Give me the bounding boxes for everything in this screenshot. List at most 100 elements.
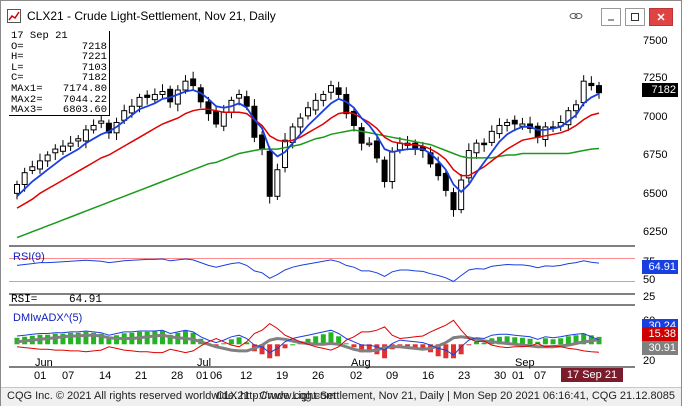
minimize-icon	[608, 19, 614, 21]
candle-body	[435, 163, 442, 177]
candle-body	[136, 96, 143, 107]
dmi-histogram-bar	[228, 339, 234, 345]
candle-body	[174, 89, 181, 105]
dmi-histogram-bar	[274, 344, 280, 357]
dmi-histogram-bar	[267, 344, 273, 359]
cursor-date-tag: 17 Sep 21	[561, 368, 623, 382]
day-label: 01	[34, 370, 47, 382]
day-label: 01	[196, 370, 209, 382]
chart-app-icon	[7, 9, 21, 23]
chart-area[interactable]	[9, 31, 635, 383]
dmi-label: DMIwADX^(5)	[13, 312, 83, 324]
candle-body	[511, 119, 518, 125]
day-label: 07	[534, 370, 547, 382]
month-label: Jul	[197, 357, 212, 369]
dmi-histogram-bar	[565, 336, 571, 345]
last-price-tag: 7182	[642, 83, 678, 97]
close-button[interactable]	[649, 8, 673, 26]
dmi-histogram-bar	[550, 339, 556, 345]
dmi-histogram-bar	[420, 344, 426, 349]
dmi-histogram-bar	[359, 344, 365, 353]
day-label: 26	[312, 370, 325, 382]
candle-body	[297, 117, 304, 128]
month-label: Aug	[351, 357, 371, 369]
dmi-histogram-bar	[83, 331, 89, 345]
link-icon[interactable]	[567, 8, 585, 24]
day-label: 14	[99, 370, 112, 382]
month-label: Jun	[35, 357, 53, 369]
dmi-histogram-bar	[405, 344, 411, 347]
candle-body	[67, 142, 74, 147]
candle-body	[366, 142, 373, 146]
dmi-histogram-bar	[481, 342, 487, 345]
dmi-histogram-bar	[336, 336, 342, 345]
candle-body	[14, 183, 20, 194]
dmi-histogram-bar	[91, 332, 97, 345]
candle-body	[488, 130, 495, 143]
dmi-histogram-bar	[504, 336, 510, 345]
candle-body	[105, 122, 112, 134]
candle-body	[542, 126, 549, 140]
dmi-histogram-bar	[351, 344, 357, 348]
dmi-histogram-bar	[75, 332, 81, 345]
candle-body	[465, 150, 472, 179]
minimize-button[interactable]	[601, 8, 621, 26]
ma-fast-line	[16, 89, 600, 197]
day-label: 06	[210, 370, 223, 382]
ma-mid-line	[16, 108, 600, 209]
rsi-readout-value: 64.91	[69, 294, 103, 306]
rsi-readout-label: RSI=	[11, 294, 38, 306]
dmi-histogram-bar	[443, 344, 449, 359]
candle-body	[144, 94, 151, 98]
candle-body	[534, 125, 541, 138]
candle-body	[596, 85, 602, 94]
dmi-histogram-bar	[527, 338, 533, 345]
candle-body	[358, 127, 365, 144]
title-bar[interactable]: CLX21 - Crude Light-Settlement, Nov 21, …	[1, 1, 681, 31]
candle-body	[450, 192, 457, 211]
candle-body	[151, 93, 158, 101]
price-tick: 6500	[643, 188, 668, 200]
candle-body	[205, 101, 212, 115]
minus-di-line	[16, 319, 600, 354]
ohlc-date: 17 Sep 21	[11, 30, 68, 42]
ohlc-row: L= 7103	[11, 61, 107, 74]
month-label: Sep	[515, 357, 535, 369]
candle-body	[519, 123, 526, 127]
dmi-histogram-bar	[558, 338, 564, 345]
rsi-line	[16, 258, 600, 283]
dmi-histogram-bar	[366, 344, 372, 353]
candle-body	[213, 110, 220, 125]
candle-body	[159, 91, 166, 95]
dmi-histogram-bar	[382, 344, 388, 359]
candle-body	[312, 99, 319, 111]
candle-body	[266, 150, 273, 197]
dmi-histogram-bar	[458, 344, 464, 355]
dmi-histogram-bar	[451, 344, 456, 359]
candle-body	[90, 124, 97, 131]
ohlc-row: O= 7218	[11, 40, 107, 53]
candle-body	[59, 145, 66, 152]
dmi-histogram-bar	[167, 334, 173, 345]
dmi-histogram-bar	[60, 333, 66, 345]
candle-body	[75, 138, 82, 142]
candle-body	[236, 93, 243, 99]
plus-di-line	[16, 329, 600, 356]
dmi-histogram-bar	[542, 338, 548, 345]
dmi-tick: 20	[643, 355, 656, 367]
candle-body	[52, 148, 59, 154]
candle-body	[580, 80, 587, 104]
maximize-button[interactable]	[625, 8, 645, 26]
candle-body	[82, 129, 89, 142]
price-tick: 7500	[643, 35, 668, 47]
candle-body	[458, 179, 465, 211]
candle-body	[381, 159, 388, 183]
minus-di-tag: 15.38	[642, 327, 678, 341]
price-tick: 6250	[643, 226, 668, 238]
candle-body	[182, 80, 189, 91]
candle-body	[36, 160, 43, 170]
candle-body	[327, 85, 334, 93]
dmi-histogram-bar	[98, 333, 104, 345]
rsi-tick: 50	[643, 274, 656, 286]
candle-body	[128, 105, 135, 114]
